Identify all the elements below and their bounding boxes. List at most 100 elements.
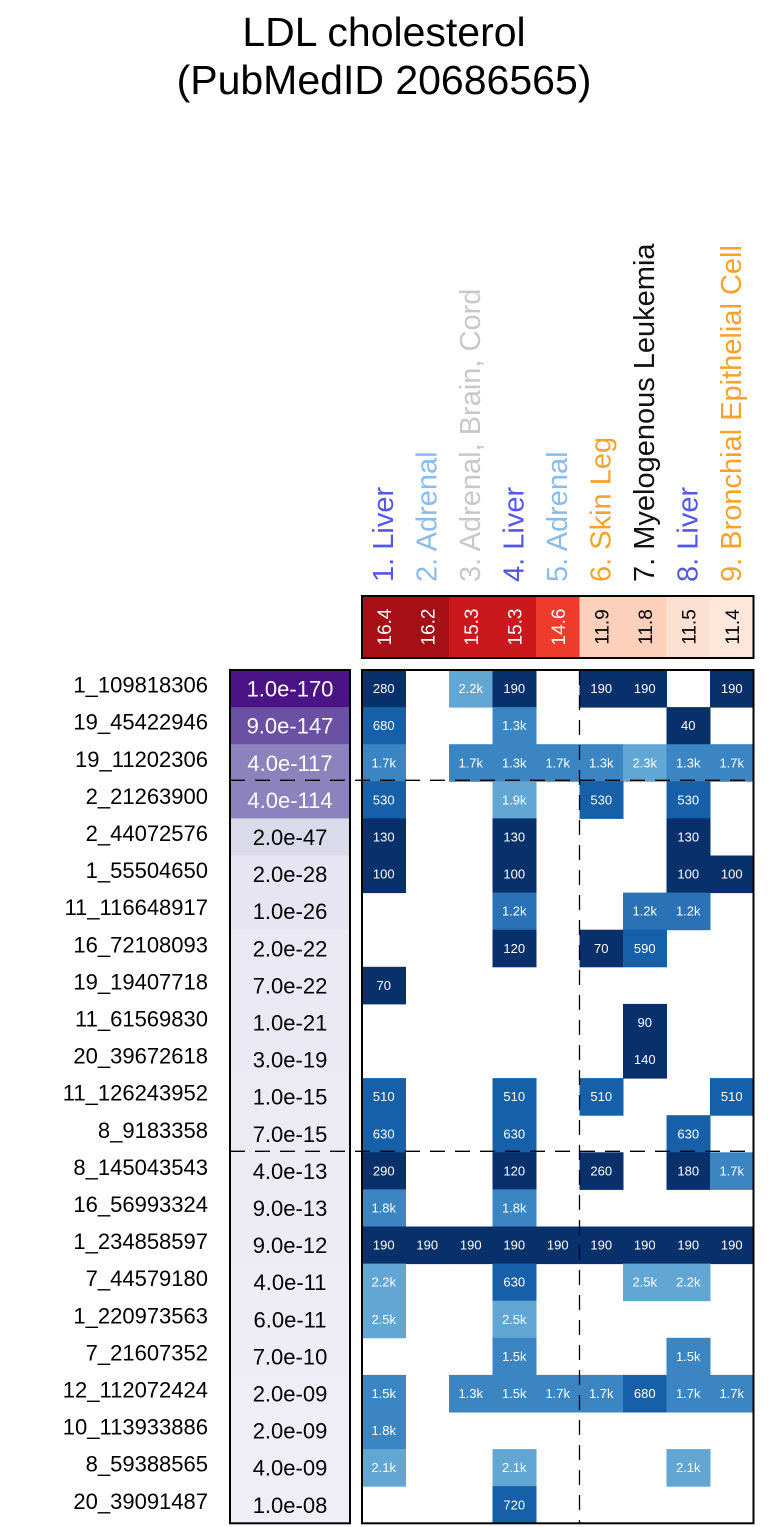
heatmap-cell [362,1189,406,1227]
heatmap-cell [579,929,624,968]
heatmap-cell [492,1152,537,1190]
cell-label: 530 [373,792,395,807]
heatmap-cell [579,1152,624,1190]
pvalue-label: 6.0e-11 [254,1307,327,1332]
snp-label: 1_55504650 [86,858,208,883]
heatmap-cell [666,707,711,745]
cell-label: 280 [373,681,395,696]
heatmap-cell [492,818,537,856]
pvalue-cell [230,707,350,745]
cell-label: 1.5k [502,1386,527,1401]
cell-label: 510 [503,1089,525,1104]
pvalue-cell [230,744,350,782]
snp-label: 11_126243952 [63,1081,208,1106]
cell-label: 190 [634,1238,656,1253]
heatmap-cell [492,1078,537,1116]
pvalue-cell [230,781,350,819]
cell-label: 120 [503,941,525,956]
snp-label: 1_109818306 [73,673,208,698]
pvalue-label: 7.0e-10 [253,1344,328,1369]
column-label: 6. Skin Leg [585,437,617,582]
enrichment-label: 11.5 [679,609,700,645]
heatmap-cell [623,892,667,931]
column-label: 1. Liver [368,487,400,582]
cell-label: 190 [721,1238,743,1253]
cell-label: 2.5k [502,1312,527,1327]
pvalue-label: 1.0e-21 [253,1010,328,1035]
heatmap-cell [362,781,406,819]
heatmap-cell [492,1189,537,1227]
enrichment-cell [492,596,537,658]
pvalue-label: 4.0e-13 [253,1159,328,1184]
cell-label: 290 [373,1163,395,1178]
pvalue-label: 2.0e-28 [253,862,328,887]
heatmap-cell [666,1152,711,1190]
column-label: 8. Liver [672,487,704,582]
heatmap-cell [579,1226,624,1265]
snp-label: 2_21263900 [86,784,208,809]
heatmap-cell [579,1078,624,1116]
cell-label: 190 [721,681,743,696]
pvalue-cell [230,1115,350,1153]
cell-label: 1.3k [502,755,527,770]
pvalue-label: 9.0e-147 [247,714,334,739]
heatmap-cell [362,707,406,745]
cell-label: 100 [503,867,525,882]
cell-label: 1.9k [502,792,527,807]
heatmap-cell [623,929,667,968]
heatmap-cell [710,1226,754,1265]
heatmap-cell [449,670,493,708]
heatmap-cell [449,1226,493,1265]
heatmap-cell [362,818,406,856]
cell-label: 190 [677,1238,699,1253]
snp-label: 20_39091487 [73,1489,208,1514]
heatmap-cell [666,1115,711,1153]
heatmap-cell [492,855,537,894]
snp-label: 16_56993324 [73,1192,208,1217]
pvalue-label: 4.0e-11 [254,1270,327,1295]
cell-label: 2.1k [371,1460,396,1475]
heatmap-cell [362,1152,406,1190]
heatmap-cell [362,1412,406,1450]
pvalue-cell [230,855,350,894]
cell-label: 2.2k [371,1275,396,1290]
heatmap-cell [666,892,711,931]
pvalue-cell [230,929,350,968]
pvalue-label: 2.0e-09 [253,1381,328,1406]
pvalue-cell [230,1078,350,1116]
pvalue-cell [230,1412,350,1450]
chart-title-line-1: LDL cholesterol [242,9,526,55]
heatmap-cell [492,929,537,968]
cell-label: 1.7k [545,755,570,770]
pvalue-cell [230,1152,350,1190]
heatmap-cell [623,1374,667,1413]
cell-label: 1.3k [676,755,701,770]
heatmap-cell [710,744,754,782]
cell-label: 190 [503,681,525,696]
heatmap-cell [362,744,406,782]
cell-label: 720 [503,1497,525,1512]
pvalue-label: 7.0e-22 [253,973,328,998]
pvalue-label: 2.0e-22 [253,936,328,961]
snp-label: 8_9183358 [98,1118,208,1143]
cell-label: 1.2k [502,904,527,919]
enrichment-cell [362,596,406,658]
heatmap-cell [362,1374,406,1413]
cell-label: 2.5k [632,1275,657,1290]
pvalue-cell [230,966,350,1005]
pvalue-cell [230,892,350,931]
cell-label: 1.5k [676,1349,701,1364]
heatmap-cell [536,744,580,782]
cell-label: 1.7k [676,1386,701,1401]
cell-label: 190 [460,1238,482,1253]
cell-label: 130 [677,829,699,844]
column-label: 7. Myelogenous Leukemia [629,243,661,582]
cell-label: 190 [416,1238,438,1253]
cell-label: 530 [590,792,612,807]
snp-label: 11_116648917 [64,895,208,920]
pvalue-label: 9.0e-12 [253,1233,328,1258]
enrichment-cell [405,596,450,658]
snp-label: 7_21607352 [86,1340,208,1365]
heatmap-cell [579,781,624,819]
cell-label: 40 [681,718,695,733]
